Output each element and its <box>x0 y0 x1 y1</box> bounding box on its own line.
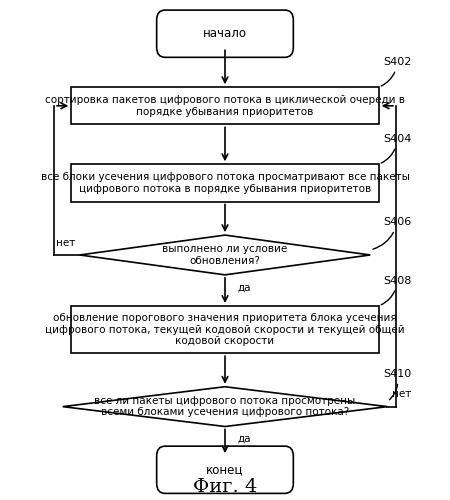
Bar <box>71 164 379 202</box>
Text: S408: S408 <box>381 276 411 305</box>
FancyBboxPatch shape <box>157 10 293 58</box>
Polygon shape <box>80 235 370 275</box>
Bar <box>71 87 379 124</box>
Text: все блоки усечения цифрового потока просматривают все пакеты
цифрового потока в : все блоки усечения цифрового потока прос… <box>40 172 410 194</box>
Text: S404: S404 <box>381 134 411 163</box>
Polygon shape <box>63 386 387 426</box>
Text: S410: S410 <box>383 369 411 400</box>
FancyBboxPatch shape <box>157 446 293 494</box>
Text: да: да <box>238 283 251 293</box>
Text: конец: конец <box>206 464 244 476</box>
Text: начало: начало <box>203 27 247 40</box>
Text: выполнено ли условие
обновления?: выполнено ли условие обновления? <box>162 244 288 266</box>
Text: обновление порогового значения приоритета блока усечения
цифрового потока, текущ: обновление порогового значения приоритет… <box>45 313 405 346</box>
Bar <box>71 306 379 353</box>
Text: Фиг. 4: Фиг. 4 <box>193 478 257 496</box>
Text: да: да <box>238 434 251 444</box>
Text: сортировка пакетов цифрового потока в циклической очереди в
порядке убывания при: сортировка пакетов цифрового потока в ци… <box>45 95 405 116</box>
Text: нет: нет <box>56 238 76 248</box>
Text: S402: S402 <box>381 57 411 86</box>
Text: S406: S406 <box>373 217 411 249</box>
Text: все ли пакеты цифрового потока просмотрены
всеми блоками усечения цифрового пото: все ли пакеты цифрового потока просмотре… <box>94 396 356 417</box>
Text: нет: нет <box>392 389 411 399</box>
